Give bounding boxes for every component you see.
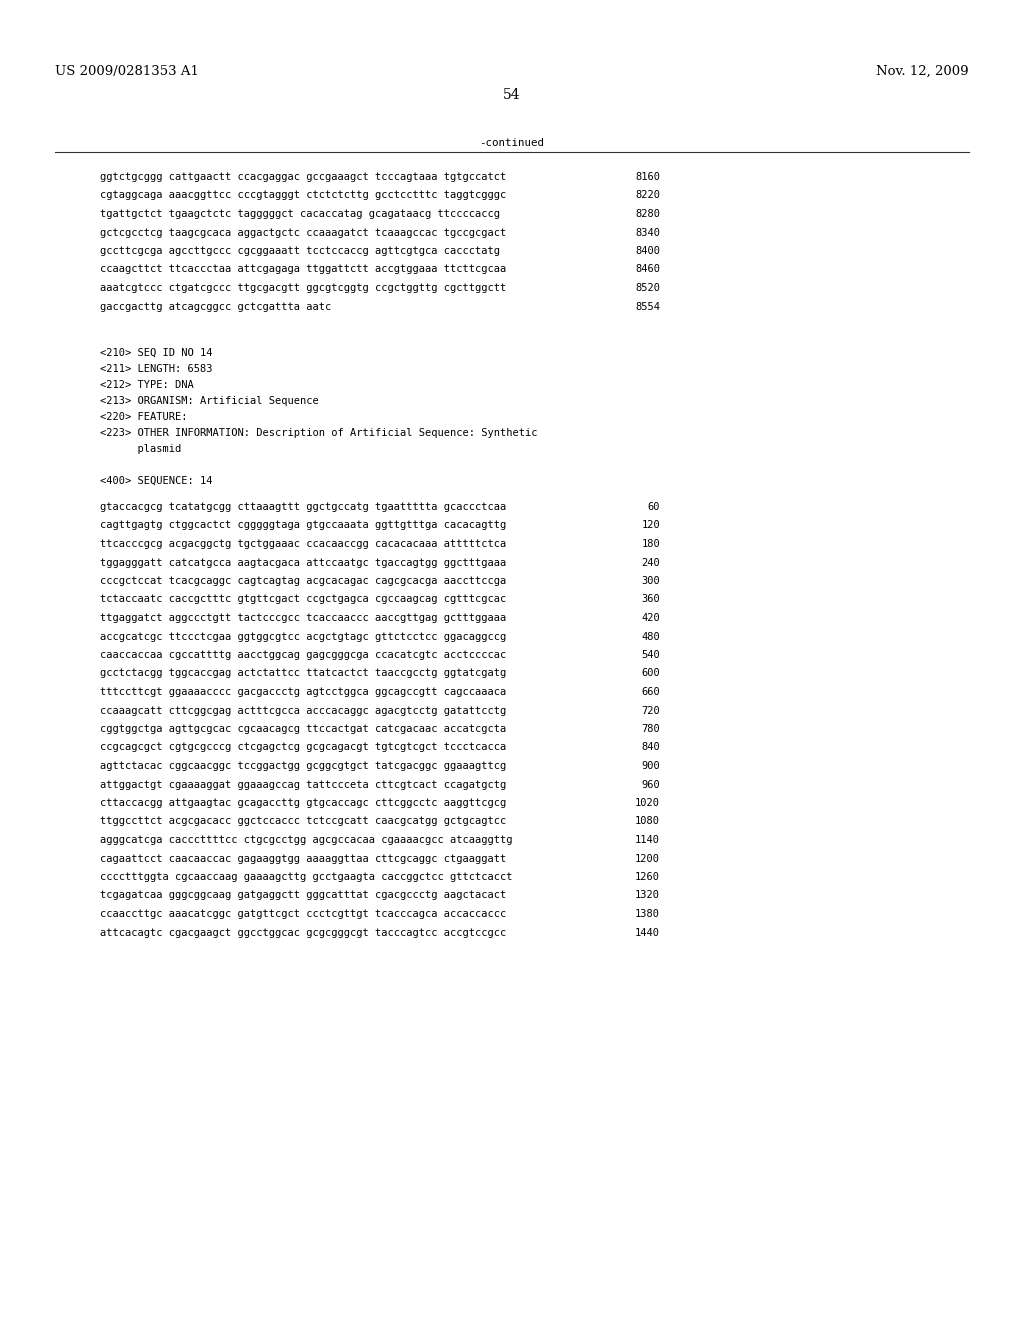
Text: 8520: 8520 (635, 282, 660, 293)
Text: <210> SEQ ID NO 14: <210> SEQ ID NO 14 (100, 348, 213, 358)
Text: 120: 120 (641, 520, 660, 531)
Text: cgtaggcaga aaacggttcc cccgtagggt ctctctcttg gcctcctttc taggtcgggc: cgtaggcaga aaacggttcc cccgtagggt ctctctc… (100, 190, 506, 201)
Text: ccaagcttct ttcaccctaa attcgagaga ttggattctt accgtggaaa ttcttcgcaa: ccaagcttct ttcaccctaa attcgagaga ttggatt… (100, 264, 506, 275)
Text: ccaaccttgc aaacatcggc gatgttcgct ccctcgttgt tcacccagca accaccaccc: ccaaccttgc aaacatcggc gatgttcgct ccctcgt… (100, 909, 506, 919)
Text: attcacagtc cgacgaagct ggcctggcac gcgcgggcgt tacccagtcc accgtccgcc: attcacagtc cgacgaagct ggcctggcac gcgcggg… (100, 928, 506, 937)
Text: plasmid: plasmid (100, 444, 181, 454)
Text: 300: 300 (641, 576, 660, 586)
Text: 240: 240 (641, 557, 660, 568)
Text: ttcacccgcg acgacggctg tgctggaaac ccacaaccgg cacacacaaa atttttctca: ttcacccgcg acgacggctg tgctggaaac ccacaac… (100, 539, 506, 549)
Text: 60: 60 (647, 502, 660, 512)
Text: 54: 54 (503, 88, 521, 102)
Text: ttggccttct acgcgacacc ggctccaccc tctccgcatt caacgcatgg gctgcagtcc: ttggccttct acgcgacacc ggctccaccc tctccgc… (100, 817, 506, 826)
Text: 8554: 8554 (635, 301, 660, 312)
Text: gaccgacttg atcagcggcc gctcgattta aatc: gaccgacttg atcagcggcc gctcgattta aatc (100, 301, 331, 312)
Text: 360: 360 (641, 594, 660, 605)
Text: 960: 960 (641, 780, 660, 789)
Text: tcgagatcaa gggcggcaag gatgaggctt gggcatttat cgacgccctg aagctacact: tcgagatcaa gggcggcaag gatgaggctt gggcatt… (100, 891, 506, 900)
Text: 8220: 8220 (635, 190, 660, 201)
Text: cccctttggta cgcaaccaag gaaaagcttg gcctgaagta caccggctcc gttctcacct: cccctttggta cgcaaccaag gaaaagcttg gcctga… (100, 873, 512, 882)
Text: <220> FEATURE:: <220> FEATURE: (100, 412, 187, 422)
Text: <400> SEQUENCE: 14: <400> SEQUENCE: 14 (100, 477, 213, 486)
Text: 660: 660 (641, 686, 660, 697)
Text: Nov. 12, 2009: Nov. 12, 2009 (877, 65, 969, 78)
Text: 180: 180 (641, 539, 660, 549)
Text: 780: 780 (641, 723, 660, 734)
Text: tggagggatt catcatgcca aagtacgaca attccaatgc tgaccagtgg ggctttgaaa: tggagggatt catcatgcca aagtacgaca attccaa… (100, 557, 506, 568)
Text: <212> TYPE: DNA: <212> TYPE: DNA (100, 380, 194, 389)
Text: ggtctgcggg cattgaactt ccacgaggac gccgaaagct tcccagtaaa tgtgccatct: ggtctgcggg cattgaactt ccacgaggac gccgaaa… (100, 172, 506, 182)
Text: caaccaccaa cgccattttg aacctggcag gagcgggcga ccacatcgtc acctccccac: caaccaccaa cgccattttg aacctggcag gagcggg… (100, 649, 506, 660)
Text: 600: 600 (641, 668, 660, 678)
Text: US 2009/0281353 A1: US 2009/0281353 A1 (55, 65, 199, 78)
Text: ccaaagcatt cttcggcgag actttcgcca acccacaggc agacgtcctg gatattcctg: ccaaagcatt cttcggcgag actttcgcca acccaca… (100, 705, 506, 715)
Text: 1020: 1020 (635, 799, 660, 808)
Text: 720: 720 (641, 705, 660, 715)
Text: <223> OTHER INFORMATION: Description of Artificial Sequence: Synthetic: <223> OTHER INFORMATION: Description of … (100, 428, 538, 438)
Text: tttccttcgt ggaaaacccc gacgaccctg agtcctggca ggcagccgtt cagccaaaca: tttccttcgt ggaaaacccc gacgaccctg agtcctg… (100, 686, 506, 697)
Text: 1440: 1440 (635, 928, 660, 937)
Text: 420: 420 (641, 612, 660, 623)
Text: 1080: 1080 (635, 817, 660, 826)
Text: gcctctacgg tggcaccgag actctattcc ttatcactct taaccgcctg ggtatcgatg: gcctctacgg tggcaccgag actctattcc ttatcac… (100, 668, 506, 678)
Text: gtaccacgcg tcatatgcgg cttaaagttt ggctgccatg tgaattttta gcaccctcaa: gtaccacgcg tcatatgcgg cttaaagttt ggctgcc… (100, 502, 506, 512)
Text: <213> ORGANISM: Artificial Sequence: <213> ORGANISM: Artificial Sequence (100, 396, 318, 407)
Text: cccgctccat tcacgcaggc cagtcagtag acgcacagac cagcgcacga aaccttccga: cccgctccat tcacgcaggc cagtcagtag acgcaca… (100, 576, 506, 586)
Text: 480: 480 (641, 631, 660, 642)
Text: attggactgt cgaaaaggat ggaaagccag tattccceta cttcgtcact ccagatgctg: attggactgt cgaaaaggat ggaaagccag tattccc… (100, 780, 506, 789)
Text: agggcatcga cacccttttcc ctgcgcctgg agcgccacaa cgaaaacgcc atcaaggttg: agggcatcga cacccttttcc ctgcgcctgg agcgcc… (100, 836, 512, 845)
Text: ccgcagcgct cgtgcgcccg ctcgagctcg gcgcagacgt tgtcgtcgct tccctcacca: ccgcagcgct cgtgcgcccg ctcgagctcg gcgcaga… (100, 742, 506, 752)
Text: cttaccacgg attgaagtac gcagaccttg gtgcaccagc cttcggcctc aaggttcgcg: cttaccacgg attgaagtac gcagaccttg gtgcacc… (100, 799, 506, 808)
Text: 1260: 1260 (635, 873, 660, 882)
Text: 8460: 8460 (635, 264, 660, 275)
Text: ttgaggatct aggccctgtt tactcccgcc tcaccaaccc aaccgttgag gctttggaaa: ttgaggatct aggccctgtt tactcccgcc tcaccaa… (100, 612, 506, 623)
Text: 1200: 1200 (635, 854, 660, 863)
Text: accgcatcgc ttccctcgaa ggtggcgtcc acgctgtagc gttctcctcc ggacaggccg: accgcatcgc ttccctcgaa ggtggcgtcc acgctgt… (100, 631, 506, 642)
Text: cggtggctga agttgcgcac cgcaacagcg ttccactgat catcgacaac accatcgcta: cggtggctga agttgcgcac cgcaacagcg ttccact… (100, 723, 506, 734)
Text: cagttgagtg ctggcactct cgggggtaga gtgccaaata ggttgtttga cacacagttg: cagttgagtg ctggcactct cgggggtaga gtgccaa… (100, 520, 506, 531)
Text: 840: 840 (641, 742, 660, 752)
Text: 1380: 1380 (635, 909, 660, 919)
Text: gctcgcctcg taagcgcaca aggactgctc ccaaagatct tcaaagccac tgccgcgact: gctcgcctcg taagcgcaca aggactgctc ccaaaga… (100, 227, 506, 238)
Text: agttctacac cggcaacggc tccggactgg gcggcgtgct tatcgacggc ggaaagttcg: agttctacac cggcaacggc tccggactgg gcggcgt… (100, 762, 506, 771)
Text: 900: 900 (641, 762, 660, 771)
Text: 1140: 1140 (635, 836, 660, 845)
Text: tctaccaatc caccgctttc gtgttcgact ccgctgagca cgccaagcag cgtttcgcac: tctaccaatc caccgctttc gtgttcgact ccgctga… (100, 594, 506, 605)
Text: gccttcgcga agccttgccc cgcggaaatt tcctccaccg agttcgtgca caccctatg: gccttcgcga agccttgccc cgcggaaatt tcctcca… (100, 246, 500, 256)
Text: 1320: 1320 (635, 891, 660, 900)
Text: aaatcgtccc ctgatcgccc ttgcgacgtt ggcgtcggtg ccgctggttg cgcttggctt: aaatcgtccc ctgatcgccc ttgcgacgtt ggcgtcg… (100, 282, 506, 293)
Text: -continued: -continued (479, 139, 545, 148)
Text: 8280: 8280 (635, 209, 660, 219)
Text: 540: 540 (641, 649, 660, 660)
Text: tgattgctct tgaagctctc tagggggct cacaccatag gcagataacg ttccccaccg: tgattgctct tgaagctctc tagggggct cacaccat… (100, 209, 500, 219)
Text: <211> LENGTH: 6583: <211> LENGTH: 6583 (100, 364, 213, 374)
Text: 8340: 8340 (635, 227, 660, 238)
Text: cagaattcct caacaaccac gagaaggtgg aaaaggttaa cttcgcaggc ctgaaggatt: cagaattcct caacaaccac gagaaggtgg aaaaggt… (100, 854, 506, 863)
Text: 8160: 8160 (635, 172, 660, 182)
Text: 8400: 8400 (635, 246, 660, 256)
